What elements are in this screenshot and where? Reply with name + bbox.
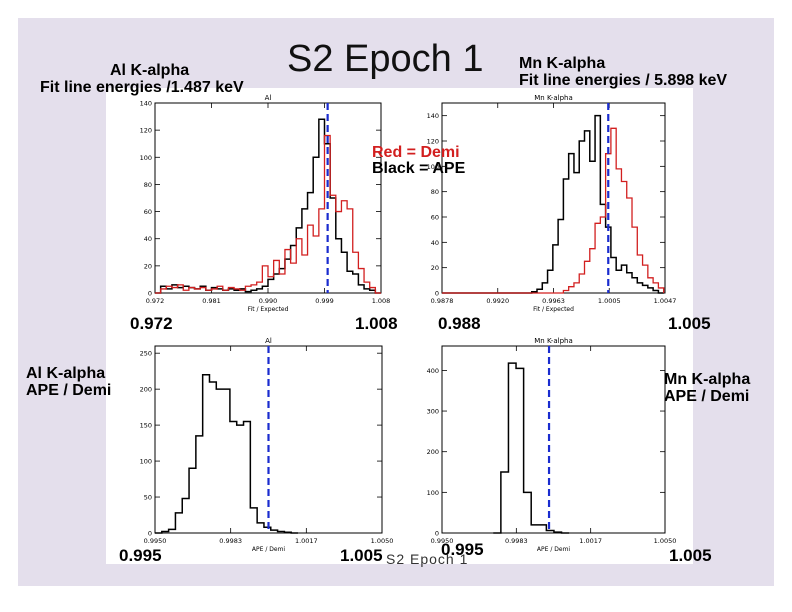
al_ratio-title: Al bbox=[265, 337, 272, 345]
mn-fit-label-line2: Fit line energies / 5.898 keV bbox=[519, 72, 728, 89]
mn_ratio-title: Mn K-alpha bbox=[534, 337, 573, 345]
mn_fit-xtick-label: 1.0005 bbox=[598, 297, 621, 305]
mn-ratio-range-max: 1.005 bbox=[669, 546, 712, 565]
al_fit-xtick-label: 1.008 bbox=[372, 297, 391, 305]
mn-fit-label-line1: Mn K-alpha bbox=[519, 55, 606, 72]
mn_ratio-xtick-label: 0.9983 bbox=[505, 537, 528, 545]
al-fit-range-max: 1.008 bbox=[355, 314, 398, 333]
al-ratio-label-line1: Al K-alpha bbox=[26, 365, 106, 382]
al_ratio-ytick-label: 200 bbox=[140, 386, 152, 394]
mn_fit-xlabel: Fit / Expected bbox=[533, 306, 574, 313]
legend-black: Black = APE bbox=[372, 160, 466, 177]
mn-ratio-label-line2: APE / Demi bbox=[664, 388, 750, 405]
mn_ratio-ytick-label: 100 bbox=[427, 489, 439, 497]
mn-fit-label: Mn K-alpha Fit line energies / 5.898 keV bbox=[519, 55, 727, 89]
al_ratio-xtick-label: 1.0017 bbox=[295, 537, 318, 545]
mn_fit-xtick-label: 0.9878 bbox=[431, 297, 454, 305]
mn_fit-ytick-label: 60 bbox=[431, 214, 439, 222]
mn_fit-ytick-label: 120 bbox=[427, 138, 439, 146]
al-ratio-range-max: 1.005 bbox=[340, 546, 383, 565]
al_fit-ytick-label: 120 bbox=[140, 127, 152, 135]
al_fit-title: Al bbox=[265, 94, 272, 102]
al_fit-ytick-label: 20 bbox=[144, 262, 152, 270]
al_fit-ytick-label: 60 bbox=[144, 208, 152, 216]
mn-fit-range-max: 1.005 bbox=[668, 314, 711, 333]
al-fit-range-min: 0.972 bbox=[130, 314, 173, 333]
mn_ratio-ytick-label: 300 bbox=[427, 408, 439, 416]
mn_fit-ytick-label: 140 bbox=[427, 112, 439, 120]
mn-ratio-range-min: 0.995 bbox=[441, 540, 484, 559]
al_fit-xtick-label: 0.981 bbox=[202, 297, 221, 305]
mn_ratio-plot-frame bbox=[441, 345, 666, 534]
mn_ratio-xtick-label: 1.0050 bbox=[654, 537, 677, 545]
al-ratio-label-line2: APE / Demi bbox=[26, 382, 112, 399]
al_ratio-series-ape-demi bbox=[155, 374, 299, 534]
al_ratio-xtick-label: 1.0050 bbox=[371, 537, 394, 545]
chart-panel-area bbox=[106, 88, 693, 564]
al_ratio-ytick-label: 100 bbox=[140, 458, 152, 466]
mn_ratio-xtick-label: 0.9950 bbox=[431, 537, 454, 545]
mn_fit-ytick-label: 20 bbox=[431, 264, 439, 272]
mn_ratio-xtick-label: 1.0017 bbox=[579, 537, 602, 545]
al-fit-label: Al K-alpha Fit line energies /1.487 keV bbox=[40, 62, 244, 96]
mn-fit-range-min: 0.988 bbox=[438, 314, 481, 333]
mn_fit-xtick-label: 0.9963 bbox=[542, 297, 565, 305]
mn_fit-series-ape bbox=[442, 114, 664, 294]
mn_ratio-ytick-label: 400 bbox=[427, 367, 439, 375]
al_fit-ytick-label: 40 bbox=[144, 235, 152, 243]
al_ratio-ytick-label: 250 bbox=[140, 350, 152, 358]
mn_fit-title: Mn K-alpha bbox=[534, 94, 573, 102]
slide-title: S2 Epoch 1 bbox=[287, 38, 484, 80]
al_fit-xtick-label: 0.972 bbox=[146, 297, 165, 305]
mn_fit-ytick-label: 80 bbox=[431, 188, 439, 196]
legend-red: Red = Demi bbox=[372, 144, 460, 161]
slide-footer: S2 Epoch 1 bbox=[386, 551, 469, 567]
al_fit-series-demi bbox=[155, 134, 381, 294]
al-ratio-label: Al K-alpha APE / Demi bbox=[26, 365, 111, 399]
al_ratio-xlabel: APE / Demi bbox=[252, 546, 286, 553]
al-fit-label-line2: Fit line energies /1.487 keV bbox=[40, 79, 244, 96]
al_fit-xlabel: Fit / Expected bbox=[248, 306, 289, 313]
al-ratio-range-min: 0.995 bbox=[119, 546, 162, 565]
al_ratio-ytick-label: 0 bbox=[148, 530, 152, 538]
mn_fit-xtick-label: 1.0047 bbox=[654, 297, 677, 305]
al_fit-xtick-label: 0.999 bbox=[315, 297, 334, 305]
mn_ratio-ytick-label: 0 bbox=[435, 530, 439, 538]
al_ratio-ytick-label: 50 bbox=[144, 494, 152, 502]
al_fit-ytick-label: 0 bbox=[148, 290, 152, 298]
al_ratio-ytick-label: 150 bbox=[140, 422, 152, 430]
mn-ratio-label: Mn K-alpha APE / Demi bbox=[664, 371, 750, 405]
mn_fit-xtick-label: 0.9920 bbox=[486, 297, 509, 305]
mn_fit-ytick-label: 0 bbox=[435, 290, 439, 298]
mn_fit-ytick-label: 100 bbox=[427, 163, 439, 171]
al_fit-ytick-label: 140 bbox=[140, 100, 152, 108]
al_ratio-xtick-label: 0.9950 bbox=[144, 537, 167, 545]
al_ratio-xtick-label: 0.9983 bbox=[219, 537, 242, 545]
al-fit-label-line1: Al K-alpha bbox=[110, 62, 190, 79]
al_fit-ytick-label: 80 bbox=[144, 181, 152, 189]
legend: Red = Demi Black = APE bbox=[372, 145, 465, 177]
mn_fit-series-demi bbox=[442, 127, 665, 294]
al_fit-xtick-label: 0.990 bbox=[259, 297, 278, 305]
mn_ratio-xlabel: APE / Demi bbox=[537, 546, 571, 553]
mn_ratio-ytick-label: 200 bbox=[427, 448, 439, 456]
mn_fit-ytick-label: 40 bbox=[431, 239, 439, 247]
mn_ratio-series-ape-demi bbox=[493, 362, 570, 534]
al_fit-ytick-label: 100 bbox=[140, 154, 152, 162]
mn-ratio-label-line1: Mn K-alpha bbox=[664, 371, 751, 388]
